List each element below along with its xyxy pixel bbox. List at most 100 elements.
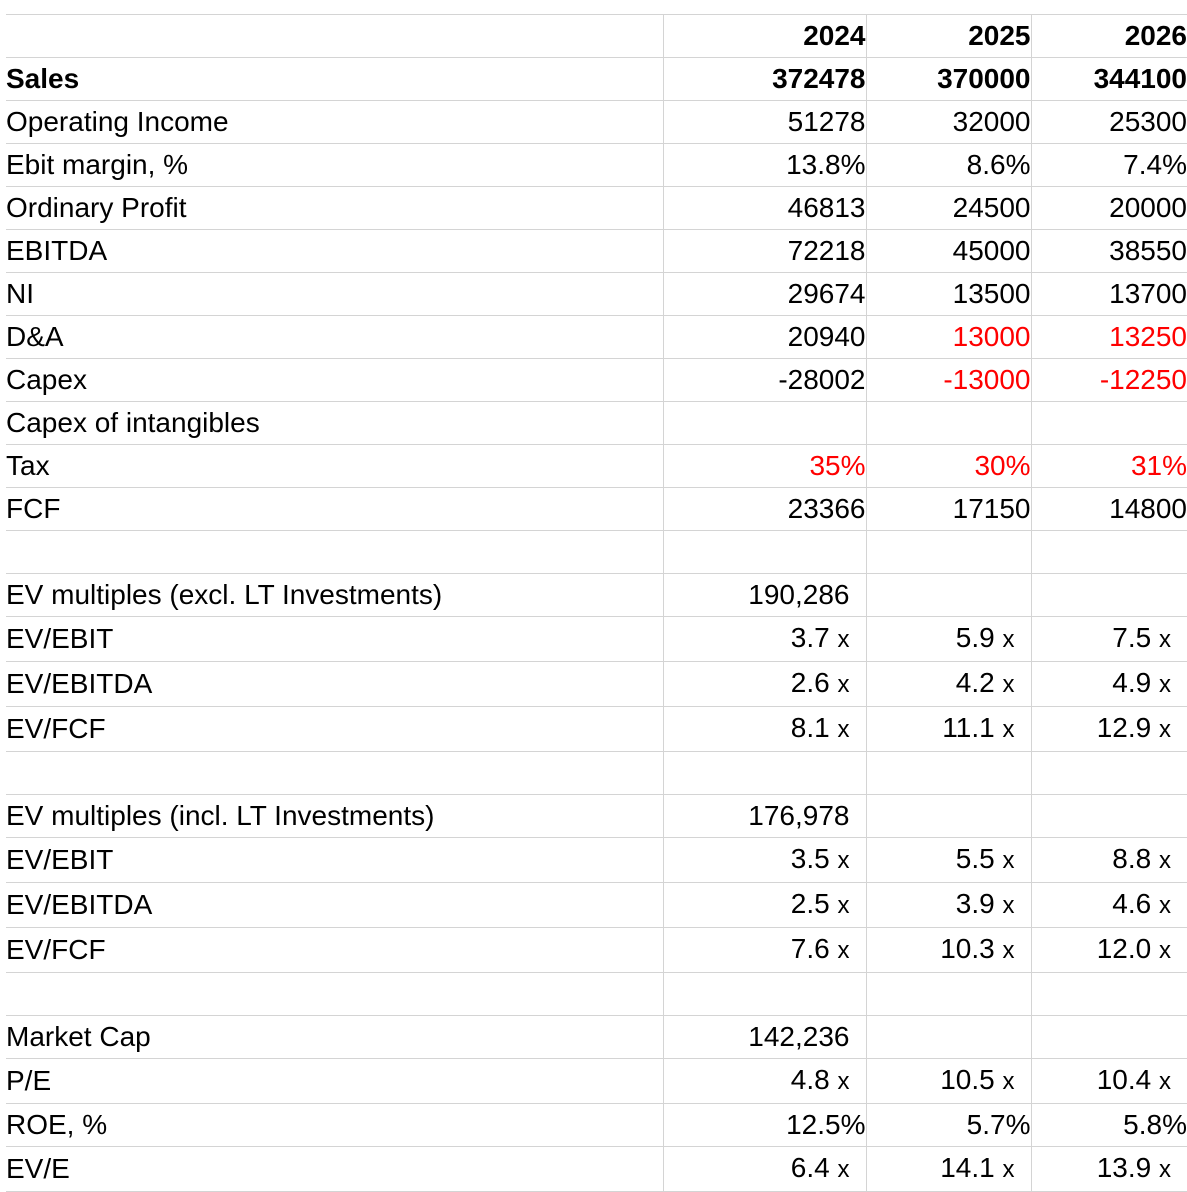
row-label-ev-ebitda[interactable]: EV/EBITDA [6, 661, 664, 707]
cell-ev-excl-ebitda-2025[interactable]: 4.2 x [866, 661, 1032, 707]
ev-excl-value[interactable]: 190,286 [663, 573, 867, 617]
cell-ev-excl-ebitda-2024[interactable]: 2.6 x [663, 661, 867, 707]
cell-ev-incl-fcf-2024[interactable]: 7.6 x [663, 927, 867, 973]
row-label-ni[interactable]: NI [6, 272, 664, 316]
cell-fcf-2025[interactable]: 17150 [866, 487, 1032, 531]
empty-cell[interactable] [663, 972, 867, 1016]
empty-cell[interactable] [1031, 794, 1187, 838]
row-label-capex-intangibles[interactable]: Capex of intangibles [6, 401, 664, 445]
ev-incl-label[interactable]: EV multiples (incl. LT Investments) [6, 794, 664, 838]
cell-ev-incl-ebit-2026[interactable]: 8.8 x [1031, 837, 1187, 883]
row-label-da[interactable]: D&A [6, 315, 664, 359]
cell-ev-incl-ebitda-2024[interactable]: 2.5 x [663, 882, 867, 928]
cell-ebit-margin-2024[interactable]: 13.8% [663, 143, 867, 187]
empty-cell[interactable] [663, 530, 867, 574]
cell-tax-2025[interactable]: 30% [866, 444, 1032, 488]
cell-capex-intangibles-2025[interactable] [866, 401, 1032, 445]
empty-cell[interactable] [1031, 530, 1187, 574]
row-label-pe[interactable]: P/E [6, 1058, 664, 1104]
cell-ebitda-2025[interactable]: 45000 [866, 229, 1032, 273]
market-cap-label[interactable]: Market Cap [6, 1015, 664, 1059]
cell-ni-2026[interactable]: 13700 [1031, 272, 1187, 316]
empty-cell[interactable] [866, 794, 1032, 838]
row-label-ordinary-profit[interactable]: Ordinary Profit [6, 186, 664, 230]
row-label-tax[interactable]: Tax [6, 444, 664, 488]
cell-da-2025[interactable]: 13000 [866, 315, 1032, 359]
row-label-ev-ebit[interactable]: EV/EBIT [6, 616, 664, 662]
year-2025-header[interactable]: 2025 [866, 14, 1032, 58]
cell-ev-incl-ebit-2024[interactable]: 3.5 x [663, 837, 867, 883]
cell-ev-excl-ebit-2026[interactable]: 7.5 x [1031, 616, 1187, 662]
row-label-ev-ebitda[interactable]: EV/EBITDA [6, 882, 664, 928]
cell-capex-intangibles-2024[interactable] [663, 401, 867, 445]
cell-roe-2024[interactable]: 12.5% [663, 1103, 867, 1147]
cell-operating-income-2024[interactable]: 51278 [663, 100, 867, 144]
cell-ev-incl-fcf-2025[interactable]: 10.3 x [866, 927, 1032, 973]
row-label-capex[interactable]: Capex [6, 358, 664, 402]
cell-sales-2025[interactable]: 370000 [866, 57, 1032, 101]
cell-pe-2026[interactable]: 10.4 x [1031, 1058, 1187, 1104]
cell-ev-excl-fcf-2024[interactable]: 8.1 x [663, 706, 867, 752]
cell-ebit-margin-2026[interactable]: 7.4% [1031, 143, 1187, 187]
row-label-ev-ebit[interactable]: EV/EBIT [6, 837, 664, 883]
empty-cell[interactable] [866, 1015, 1032, 1059]
empty-cell[interactable] [866, 972, 1032, 1016]
cell-sales-2026[interactable]: 344100 [1031, 57, 1187, 101]
empty-cell[interactable] [6, 530, 664, 574]
cell-pe-2024[interactable]: 4.8 x [663, 1058, 867, 1104]
cell-operating-income-2026[interactable]: 25300 [1031, 100, 1187, 144]
empty-cell[interactable] [1031, 573, 1187, 617]
cell-da-2024[interactable]: 20940 [663, 315, 867, 359]
cell-capex-2024[interactable]: -28002 [663, 358, 867, 402]
empty-cell[interactable] [866, 751, 1032, 795]
cell-tax-2026[interactable]: 31% [1031, 444, 1187, 488]
header-label-cell[interactable] [6, 14, 664, 58]
cell-ev-incl-ebit-2025[interactable]: 5.5 x [866, 837, 1032, 883]
cell-ev-excl-fcf-2025[interactable]: 11.1 x [866, 706, 1032, 752]
year-2026-header[interactable]: 2026 [1031, 14, 1187, 58]
empty-cell[interactable] [6, 751, 664, 795]
cell-ordinary-profit-2026[interactable]: 20000 [1031, 186, 1187, 230]
empty-cell[interactable] [866, 530, 1032, 574]
cell-ni-2024[interactable]: 29674 [663, 272, 867, 316]
cell-ev-e-2025[interactable]: 14.1 x [866, 1146, 1032, 1192]
cell-ev-e-2026[interactable]: 13.9 x [1031, 1146, 1187, 1192]
year-2024-header[interactable]: 2024 [663, 14, 867, 58]
cell-pe-2025[interactable]: 10.5 x [866, 1058, 1032, 1104]
cell-tax-2024[interactable]: 35% [663, 444, 867, 488]
row-label-ebit-margin[interactable]: Ebit margin, % [6, 143, 664, 187]
cell-ebit-margin-2025[interactable]: 8.6% [866, 143, 1032, 187]
cell-ni-2025[interactable]: 13500 [866, 272, 1032, 316]
row-label-sales[interactable]: Sales [6, 57, 664, 101]
cell-ev-e-2024[interactable]: 6.4 x [663, 1146, 867, 1192]
cell-fcf-2024[interactable]: 23366 [663, 487, 867, 531]
cell-fcf-2026[interactable]: 14800 [1031, 487, 1187, 531]
cell-roe-2025[interactable]: 5.7% [866, 1103, 1032, 1147]
cell-ev-excl-ebit-2024[interactable]: 3.7 x [663, 616, 867, 662]
empty-cell[interactable] [663, 751, 867, 795]
cell-capex-intangibles-2026[interactable] [1031, 401, 1187, 445]
cell-ev-incl-fcf-2026[interactable]: 12.0 x [1031, 927, 1187, 973]
cell-ordinary-profit-2024[interactable]: 46813 [663, 186, 867, 230]
cell-sales-2024[interactable]: 372478 [663, 57, 867, 101]
cell-ev-incl-ebitda-2025[interactable]: 3.9 x [866, 882, 1032, 928]
row-label-operating-income[interactable]: Operating Income [6, 100, 664, 144]
row-label-ebitda[interactable]: EBITDA [6, 229, 664, 273]
cell-roe-2026[interactable]: 5.8% [1031, 1103, 1187, 1147]
row-label-fcf[interactable]: FCF [6, 487, 664, 531]
row-label-ev-e[interactable]: EV/E [6, 1146, 664, 1192]
row-label-ev-fcf[interactable]: EV/FCF [6, 927, 664, 973]
cell-ev-excl-ebitda-2026[interactable]: 4.9 x [1031, 661, 1187, 707]
row-label-roe[interactable]: ROE, % [6, 1103, 664, 1147]
cell-capex-2026[interactable]: -12250 [1031, 358, 1187, 402]
cell-ev-incl-ebitda-2026[interactable]: 4.6 x [1031, 882, 1187, 928]
empty-cell[interactable] [866, 573, 1032, 617]
cell-da-2026[interactable]: 13250 [1031, 315, 1187, 359]
market-cap-value[interactable]: 142,236 [663, 1015, 867, 1059]
cell-ebitda-2026[interactable]: 38550 [1031, 229, 1187, 273]
empty-cell[interactable] [6, 972, 664, 1016]
ev-incl-value[interactable]: 176,978 [663, 794, 867, 838]
row-label-ev-fcf[interactable]: EV/FCF [6, 706, 664, 752]
ev-excl-label[interactable]: EV multiples (excl. LT Investments) [6, 573, 664, 617]
cell-ebitda-2024[interactable]: 72218 [663, 229, 867, 273]
